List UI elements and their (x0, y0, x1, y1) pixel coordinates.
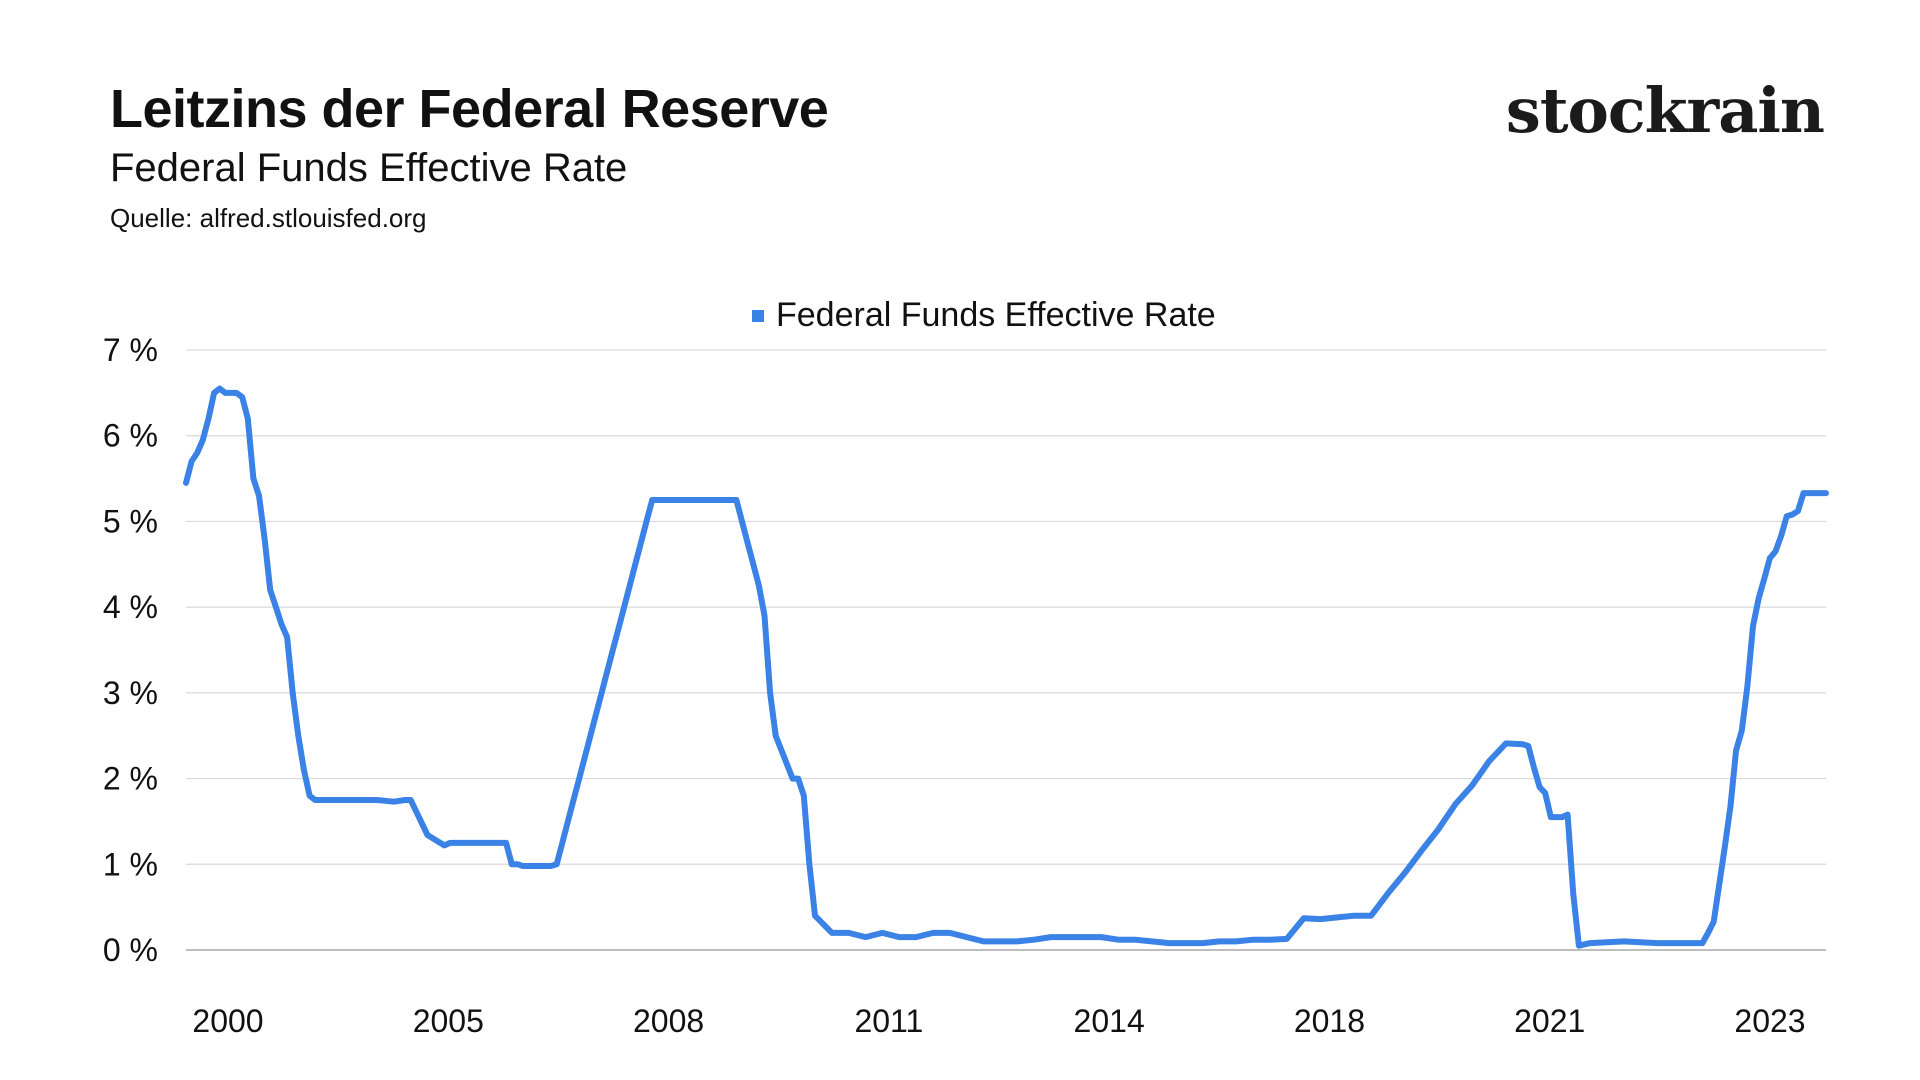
x-tick-label: 2011 (854, 1003, 923, 1039)
x-tick-label: 2008 (633, 1003, 704, 1039)
y-tick-label: 2 % (103, 761, 158, 797)
x-tick-label: 2023 (1734, 1003, 1805, 1039)
series-line (183, 385, 1829, 949)
x-tick-label: 2021 (1514, 1003, 1585, 1039)
chart-title: Leitzins der Federal Reserve (110, 79, 829, 139)
chart-source: Quelle: alfred.stlouisfed.org (110, 203, 427, 233)
x-tick-label: 2018 (1294, 1003, 1365, 1039)
x-tick-label: 2014 (1074, 1003, 1145, 1039)
x-tick-label: 2000 (192, 1003, 263, 1039)
y-tick-label: 7 % (103, 332, 158, 368)
y-tick-label: 4 % (103, 589, 158, 625)
chart-legend: Federal Funds Effective Rate (752, 296, 1216, 335)
y-tick-label: 5 % (103, 503, 158, 539)
brand-logo: stockrain (1505, 74, 1825, 147)
legend-label: Federal Funds Effective Rate (776, 296, 1216, 334)
y-tick-label: 3 % (103, 675, 158, 711)
y-tick-label: 1 % (103, 846, 158, 882)
y-tick-label: 6 % (103, 418, 158, 454)
y-tick-label: 0 % (103, 932, 158, 968)
chart-subtitle: Federal Funds Effective Rate (110, 146, 628, 190)
x-tick-label: 2005 (413, 1003, 484, 1039)
legend-swatch (752, 309, 764, 322)
